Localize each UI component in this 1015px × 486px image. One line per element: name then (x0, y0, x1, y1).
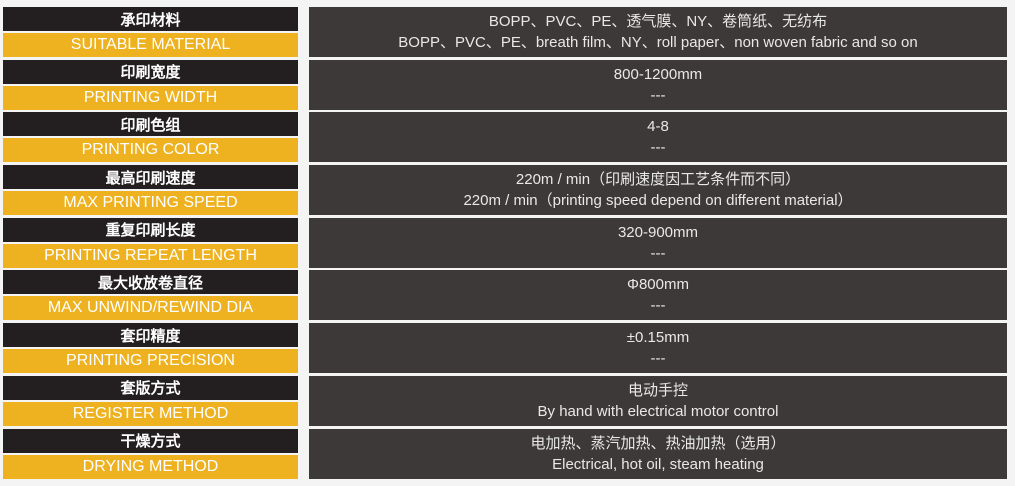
label-chinese: 印刷色组 (3, 112, 298, 137)
spec-value: 电加热、蒸汽加热、热油加热（选用） Electrical, hot oil, st… (309, 428, 1007, 479)
label-chinese: 重复印刷长度 (3, 217, 298, 242)
spec-value: Φ800mm --- (309, 270, 1007, 321)
spec-row: 干燥方式 DRYING METHOD 电加热、蒸汽加热、热油加热（选用） Elec… (0, 428, 1015, 479)
spec-row: 重复印刷长度 PRINTING REPEAT LENGTH 320-900mm -… (0, 217, 1015, 268)
spec-value: BOPP、PVC、PE、透气膜、NY、卷筒纸、无纺布 BOPP、PVC、PE、br… (309, 7, 1007, 57)
label-english: PRINTING COLOR (3, 138, 298, 163)
value-line-2: --- (650, 139, 666, 157)
value-line-2: Electrical, hot oil, steam heating (552, 455, 764, 473)
spec-value: 4-8 --- (309, 112, 1007, 163)
label-chinese: 最高印刷速度 (3, 165, 298, 190)
label-english: MAX PRINTING SPEED (3, 191, 298, 216)
spec-value: 电动手控 By hand with electrical motor contro… (309, 375, 1007, 426)
spec-value: 320-900mm --- (309, 217, 1007, 268)
label-english: PRINTING WIDTH (3, 85, 298, 110)
value-line-1: ±0.15mm (626, 329, 690, 347)
value-line-1: Φ800mm (627, 276, 689, 294)
value-line-2: By hand with electrical motor control (537, 402, 779, 420)
spec-value: 220m / min（印刷速度因工艺条件而不同） 220m / min（print… (309, 165, 1007, 216)
value-line-2: --- (650, 86, 666, 104)
value-line-1: 4-8 (647, 118, 669, 136)
value-line-1: 电加热、蒸汽加热、热油加热（选用） (530, 434, 786, 452)
spec-row: 最高印刷速度 MAX PRINTING SPEED 220m / min（印刷速… (0, 165, 1015, 216)
value-line-2: --- (650, 244, 666, 262)
value-line-1: 800-1200mm (613, 65, 703, 83)
spec-table: 承印材料 SUITABLE MATERIAL BOPP、PVC、PE、透气膜、N… (0, 7, 1015, 481)
value-line-1: 320-900mm (617, 223, 699, 241)
spec-row: 套印精度 PRINTING PRECISION ±0.15mm --- (0, 323, 1015, 374)
label-chinese: 承印材料 (3, 7, 298, 31)
value-line-2: --- (650, 297, 666, 315)
spec-row: 承印材料 SUITABLE MATERIAL BOPP、PVC、PE、透气膜、N… (0, 7, 1015, 57)
value-line-1: 电动手控 (627, 381, 688, 399)
label-english: SUITABLE MATERIAL (3, 33, 298, 57)
value-line-2: --- (650, 350, 666, 368)
value-line-2: 220m / min（printing speed depend on diff… (463, 192, 853, 210)
label-chinese: 套版方式 (3, 375, 298, 400)
spec-value: ±0.15mm --- (309, 323, 1007, 374)
value-line-2: BOPP、PVC、PE、breath film、NY、roll paper、no… (398, 34, 918, 51)
label-english: REGISTER METHOD (3, 401, 298, 426)
label-chinese: 干燥方式 (3, 428, 298, 453)
spec-value: 800-1200mm --- (309, 59, 1007, 110)
value-line-1: 220m / min（印刷速度因工艺条件而不同） (515, 171, 801, 189)
label-chinese: 最大收放卷直径 (3, 270, 298, 295)
label-english: PRINTING PRECISION (3, 349, 298, 374)
label-english: PRINTING REPEAT LENGTH (3, 243, 298, 268)
spec-row: 套版方式 REGISTER METHOD 电动手控 By hand with el… (0, 375, 1015, 426)
spec-row: 印刷宽度 PRINTING WIDTH 800-1200mm --- (0, 59, 1015, 110)
label-chinese: 印刷宽度 (3, 59, 298, 84)
spec-row: 印刷色组 PRINTING COLOR 4-8 --- (0, 112, 1015, 163)
label-chinese: 套印精度 (3, 323, 298, 348)
label-english: DRYING METHOD (3, 454, 298, 479)
value-line-1: BOPP、PVC、PE、透气膜、NY、卷筒纸、无纺布 (488, 13, 828, 30)
spec-row: 最大收放卷直径 MAX UNWIND/REWIND DIA Φ800mm --- (0, 270, 1015, 321)
label-english: MAX UNWIND/REWIND DIA (3, 296, 298, 321)
